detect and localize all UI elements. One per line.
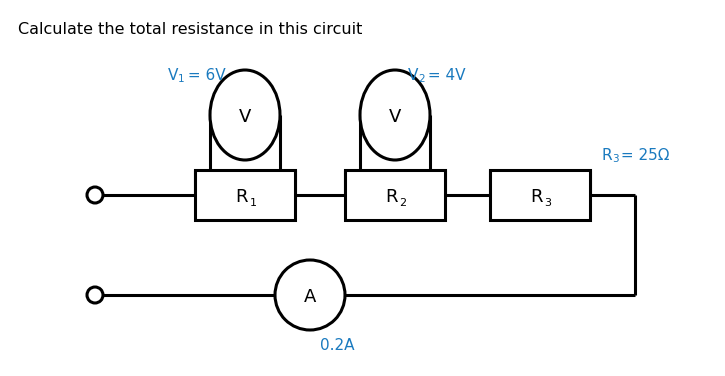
Text: Calculate the total resistance in this circuit: Calculate the total resistance in this c… [18, 22, 362, 37]
Text: R: R [602, 148, 613, 163]
Text: = 6V: = 6V [183, 68, 225, 83]
Text: 1: 1 [178, 74, 185, 84]
Text: 0.2A: 0.2A [320, 338, 355, 353]
Bar [490, 170, 590, 220]
Bar [195, 170, 295, 220]
Ellipse shape [275, 260, 345, 330]
Bar [345, 170, 445, 220]
Text: = 25Ω: = 25Ω [616, 148, 669, 163]
Text: V: V [408, 68, 418, 83]
Text: 3: 3 [612, 154, 618, 164]
Text: 1: 1 [249, 198, 257, 208]
Ellipse shape [360, 70, 430, 160]
Text: R: R [386, 188, 398, 206]
Text: R: R [531, 188, 543, 206]
Text: = 4V: = 4V [423, 68, 465, 83]
Text: V: V [168, 68, 178, 83]
Text: 2: 2 [418, 74, 425, 84]
Text: 2: 2 [399, 198, 407, 208]
Text: R: R [236, 188, 248, 206]
Text: 3: 3 [544, 198, 552, 208]
Text: V: V [389, 108, 401, 126]
Ellipse shape [210, 70, 280, 160]
Text: V: V [239, 108, 251, 126]
Text: A: A [304, 288, 316, 306]
